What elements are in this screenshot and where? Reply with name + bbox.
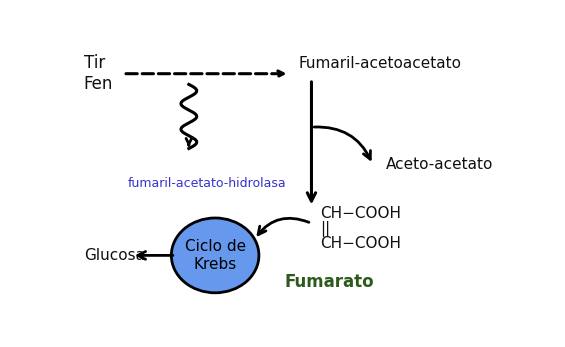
- Text: ||: ||: [320, 221, 331, 237]
- Text: CH−COOH: CH−COOH: [320, 236, 401, 251]
- Text: Fumarato: Fumarato: [284, 273, 374, 291]
- Text: Ciclo de
Krebs: Ciclo de Krebs: [185, 239, 246, 272]
- Text: Aceto-acetato: Aceto-acetato: [386, 157, 493, 172]
- Ellipse shape: [171, 218, 259, 293]
- Text: Tir
Fen: Tir Fen: [84, 54, 113, 93]
- Text: fumaril-acetato-hidrolasa: fumaril-acetato-hidrolasa: [128, 177, 286, 190]
- Text: Fumaril-acetoacetato: Fumaril-acetoacetato: [298, 56, 461, 70]
- Text: CH−COOH: CH−COOH: [320, 206, 401, 221]
- Text: Glucosa: Glucosa: [84, 248, 145, 263]
